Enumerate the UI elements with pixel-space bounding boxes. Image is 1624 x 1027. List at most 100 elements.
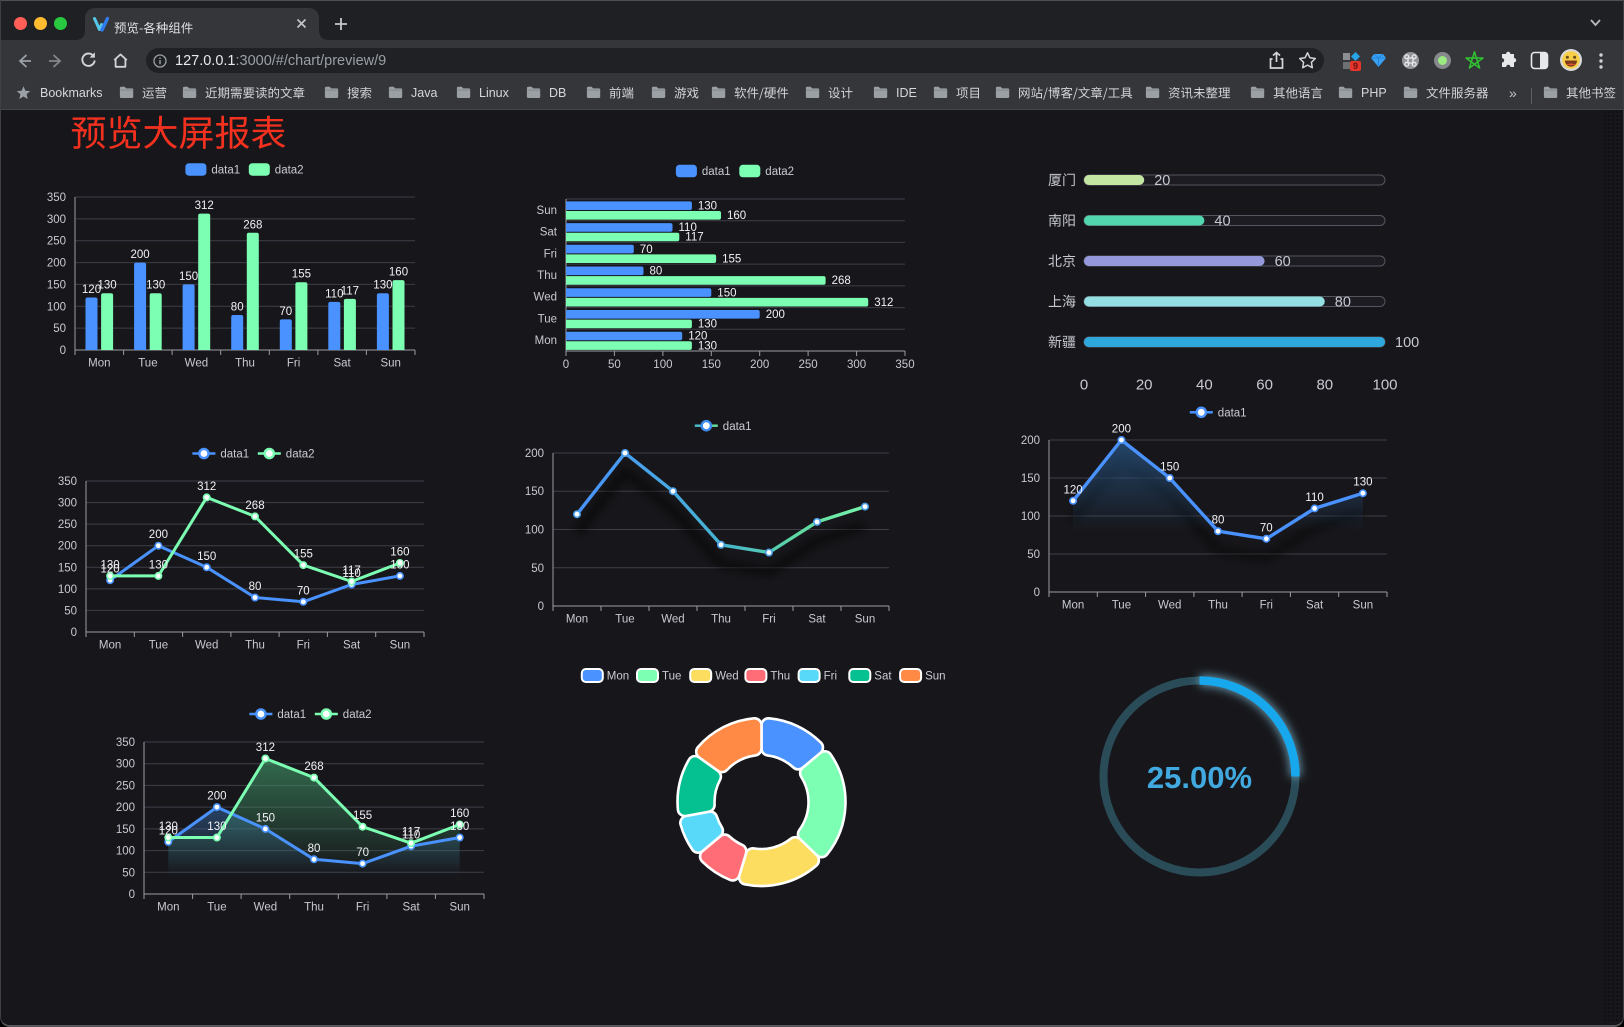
svg-text:130: 130 <box>1353 477 1372 489</box>
svg-text:Mon: Mon <box>88 358 110 370</box>
svg-text:Mon: Mon <box>99 640 121 652</box>
svg-text:DB: DB <box>549 86 566 100</box>
svg-text:»: » <box>1509 85 1517 101</box>
svg-text:Sat: Sat <box>333 358 351 370</box>
svg-text:150: 150 <box>717 287 736 299</box>
svg-text:50: 50 <box>531 563 544 575</box>
svg-text:100: 100 <box>58 584 77 596</box>
svg-text:350: 350 <box>895 359 914 371</box>
svg-text:100: 100 <box>1395 335 1419 351</box>
svg-text:130: 130 <box>698 340 717 352</box>
svg-text:150: 150 <box>58 562 77 574</box>
svg-text:70: 70 <box>297 585 310 597</box>
svg-text:Linux: Linux <box>479 86 510 100</box>
svg-text:130: 130 <box>146 280 165 292</box>
svg-text:data1: data1 <box>702 166 731 178</box>
svg-text:150: 150 <box>116 824 135 836</box>
svg-text:20: 20 <box>1154 173 1170 189</box>
svg-text:100: 100 <box>1372 377 1397 394</box>
svg-text:268: 268 <box>245 500 264 512</box>
svg-text:200: 200 <box>149 529 168 541</box>
svg-text:150: 150 <box>179 271 198 283</box>
svg-text:150: 150 <box>256 812 275 824</box>
svg-text:Fri: Fri <box>356 902 369 914</box>
svg-text:200: 200 <box>207 791 226 803</box>
svg-text:120: 120 <box>1064 484 1083 496</box>
svg-text:Wed: Wed <box>195 640 218 652</box>
svg-text:312: 312 <box>256 742 275 754</box>
svg-text:Fri: Fri <box>762 614 775 626</box>
svg-text:155: 155 <box>294 549 313 561</box>
svg-text:250: 250 <box>799 359 818 371</box>
svg-text:268: 268 <box>243 219 262 231</box>
svg-text:130: 130 <box>373 280 392 292</box>
svg-text:Sun: Sun <box>537 205 557 217</box>
svg-text:Mon: Mon <box>566 614 588 626</box>
svg-text:50: 50 <box>122 867 135 879</box>
svg-text:70: 70 <box>640 244 653 256</box>
svg-text:160: 160 <box>389 267 408 279</box>
svg-text:150: 150 <box>1160 462 1179 474</box>
svg-text:Sat: Sat <box>540 227 558 239</box>
svg-text:Tue: Tue <box>138 358 157 370</box>
svg-text:60: 60 <box>1275 254 1291 270</box>
svg-text:Tue: Tue <box>1112 600 1131 612</box>
svg-text:50: 50 <box>608 359 621 371</box>
svg-text:Thu: Thu <box>711 614 731 626</box>
svg-text:300: 300 <box>47 214 66 226</box>
svg-text:Fri: Fri <box>287 358 300 370</box>
svg-text:Sat: Sat <box>402 902 420 914</box>
svg-text:Tue: Tue <box>207 902 226 914</box>
svg-text:350: 350 <box>47 192 66 204</box>
svg-text:Thu: Thu <box>245 640 265 652</box>
svg-text:250: 250 <box>47 236 66 248</box>
svg-text:Tue: Tue <box>615 614 634 626</box>
svg-text:40: 40 <box>1196 377 1213 394</box>
svg-text:117: 117 <box>685 232 703 244</box>
svg-text:200: 200 <box>58 541 77 553</box>
svg-text:250: 250 <box>58 519 77 531</box>
svg-text:130: 130 <box>207 821 226 833</box>
svg-text:Sat: Sat <box>808 614 826 626</box>
svg-text:0: 0 <box>538 601 544 613</box>
svg-text:50: 50 <box>53 323 66 335</box>
svg-text:300: 300 <box>116 759 135 771</box>
svg-text:312: 312 <box>195 200 214 212</box>
svg-text:Mon: Mon <box>607 671 629 683</box>
svg-text:60: 60 <box>1256 377 1273 394</box>
svg-text:110: 110 <box>342 568 360 580</box>
svg-text:data1: data1 <box>1218 408 1247 420</box>
svg-text:Tue: Tue <box>662 671 681 683</box>
svg-text:data1: data1 <box>211 165 240 177</box>
svg-text:150: 150 <box>197 551 216 563</box>
svg-text:110: 110 <box>1305 492 1323 504</box>
svg-text:150: 150 <box>47 279 66 291</box>
svg-text:200: 200 <box>1112 424 1131 436</box>
svg-text:100: 100 <box>653 359 672 371</box>
svg-text:70: 70 <box>1260 522 1273 534</box>
svg-text:110: 110 <box>679 222 697 234</box>
svg-text:0: 0 <box>1080 377 1088 394</box>
svg-text:IDE: IDE <box>896 86 917 100</box>
svg-text:300: 300 <box>847 359 866 371</box>
svg-text:Wed: Wed <box>1158 600 1181 612</box>
svg-text:Sun: Sun <box>380 358 400 370</box>
svg-text:130: 130 <box>159 821 178 833</box>
svg-text:312: 312 <box>197 481 216 493</box>
svg-text:300: 300 <box>58 498 77 510</box>
svg-text:Sat: Sat <box>874 671 892 683</box>
svg-text:117: 117 <box>402 827 420 839</box>
svg-text:268: 268 <box>832 275 851 287</box>
svg-text:Thu: Thu <box>770 671 790 683</box>
svg-text:Sun: Sun <box>1353 600 1373 612</box>
svg-text:200: 200 <box>131 249 150 261</box>
svg-text:50: 50 <box>1027 549 1040 561</box>
svg-text:160: 160 <box>727 210 746 222</box>
svg-text:155: 155 <box>292 269 311 281</box>
svg-text:Mon: Mon <box>157 902 179 914</box>
svg-text:0: 0 <box>1034 587 1040 599</box>
svg-text:Fri: Fri <box>544 248 557 260</box>
svg-text:110: 110 <box>402 830 420 842</box>
svg-text:130: 130 <box>390 559 409 571</box>
svg-text:350: 350 <box>58 476 77 488</box>
